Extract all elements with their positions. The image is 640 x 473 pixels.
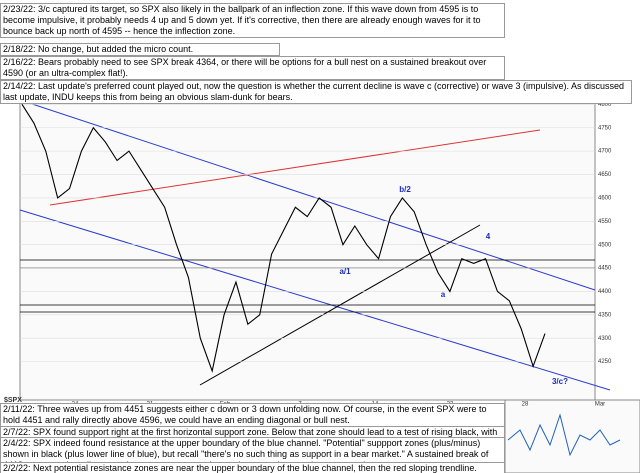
y-tick-label: 4650: [598, 172, 612, 178]
y-tick-label: 4700: [598, 149, 612, 155]
y-tick-label: 4600: [598, 195, 612, 201]
indicator-line: [507, 413, 621, 457]
indicator-panel: [504, 399, 640, 473]
y-tick-label: 4450: [598, 266, 612, 272]
y-tick-label: 4350: [598, 312, 612, 318]
x-tick-label: Mar: [595, 402, 605, 408]
symbol: $SPX: [4, 397, 22, 404]
x-tick-label: 28: [522, 402, 529, 408]
red-trendline: [49, 129, 541, 206]
channel-upper: [19, 99, 596, 291]
y-tick-label: 4750: [598, 125, 612, 131]
y-tick-label: 4300: [598, 336, 612, 342]
y-tick-label: 4800: [598, 102, 612, 108]
note: 2/14/22: Last update's preferred count p…: [0, 80, 632, 104]
wave-label: 3/c?: [552, 377, 568, 386]
y-tick-label: 4400: [598, 289, 612, 295]
plot-area: [19, 94, 596, 401]
note: 2/11/22: Three waves up from 4451 sugges…: [0, 403, 505, 427]
y-tick-label: 4500: [598, 242, 612, 248]
y-tick-label: 4550: [598, 219, 612, 225]
wave-label: a/1: [339, 267, 351, 276]
channel-lower: [19, 209, 611, 391]
note: 2/23/22: 3/c captured its target, so SPX…: [0, 3, 505, 38]
price-line: [21, 104, 546, 373]
y-tick-label: 4250: [598, 359, 612, 365]
note: 2/2/22: Next potential resistance zones …: [0, 462, 505, 473]
note: 2/18/22: No change, but added the micro …: [0, 43, 280, 56]
wave-label: b/2: [399, 185, 411, 194]
wave-label: 4: [486, 232, 491, 241]
wave-label: a: [441, 290, 446, 299]
note: 2/16/22: Bears probably need to see SPX …: [0, 56, 505, 80]
